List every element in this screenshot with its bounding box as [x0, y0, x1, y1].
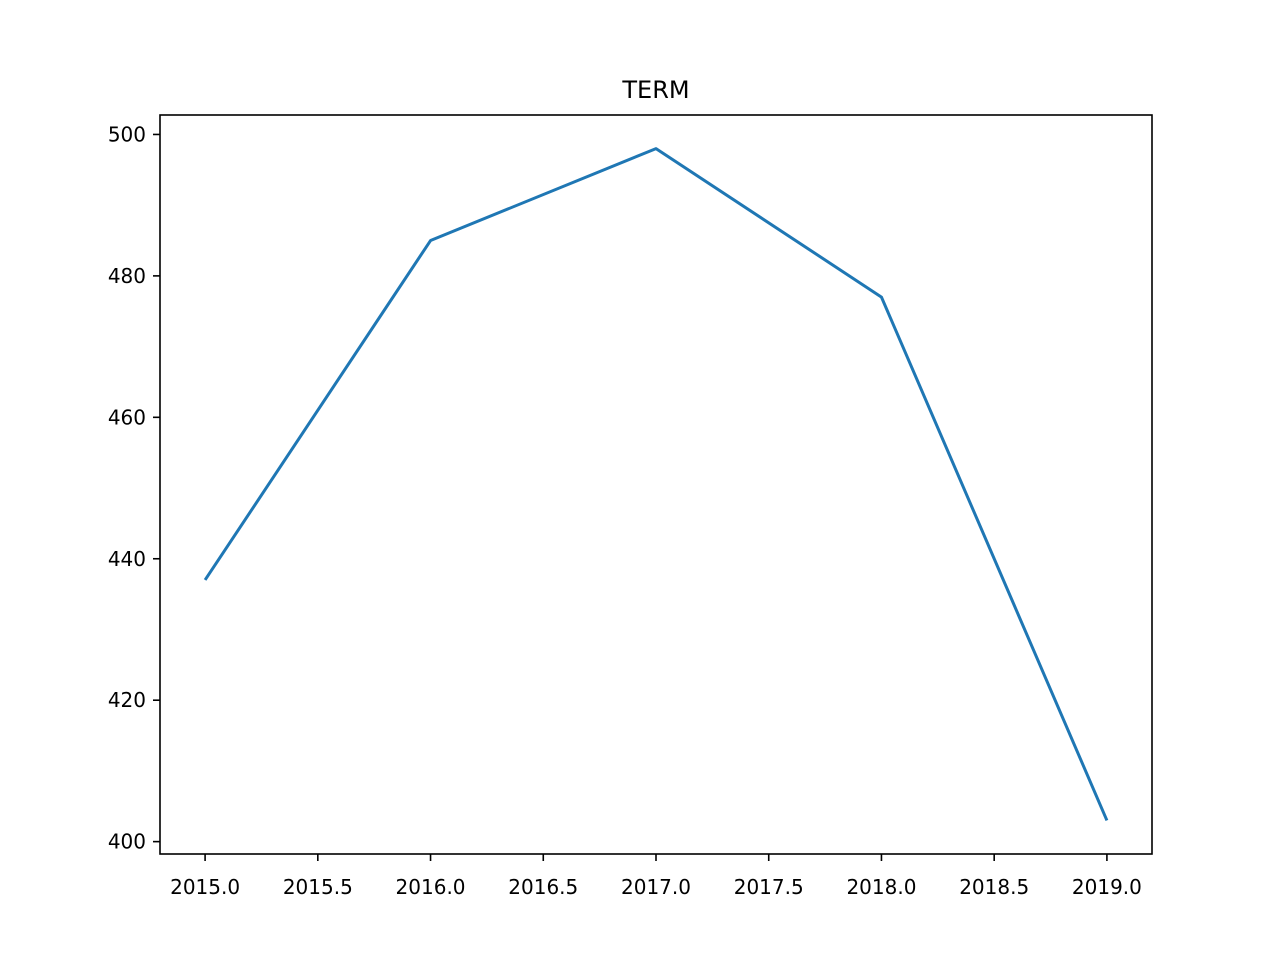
- x-tick-label: 2016.0: [396, 875, 466, 899]
- x-tick-label: 2017.0: [621, 875, 691, 899]
- x-tick-label: 2018.5: [959, 875, 1029, 899]
- plot-frame: [159, 114, 1153, 855]
- y-tick-label: 500: [108, 122, 146, 146]
- x-tick-label: 2019.0: [1072, 875, 1142, 899]
- series-line: [203, 147, 1109, 822]
- y-tick-label: 460: [108, 405, 146, 429]
- series-group: [203, 147, 1109, 822]
- x-tick-label: 2018.0: [846, 875, 916, 899]
- x-tick-label: 2016.5: [508, 875, 578, 899]
- x-tick-label: 2015.0: [170, 875, 240, 899]
- x-tick-label: 2015.5: [283, 875, 353, 899]
- x-axis: 2015.0 2015.5 2016.0 2016.5 2017.0 2017.5 2018…: [170, 854, 1142, 899]
- y-tick-label: 400: [108, 830, 146, 854]
- x-tick-label: 2017.5: [734, 875, 804, 899]
- y-tick-label: 420: [108, 688, 146, 712]
- y-axis: 400 420 440 460 480 500: [108, 122, 160, 854]
- y-tick-label: 440: [108, 547, 146, 571]
- y-tick-label: 480: [108, 264, 146, 288]
- chart-title: TERM: [621, 76, 689, 104]
